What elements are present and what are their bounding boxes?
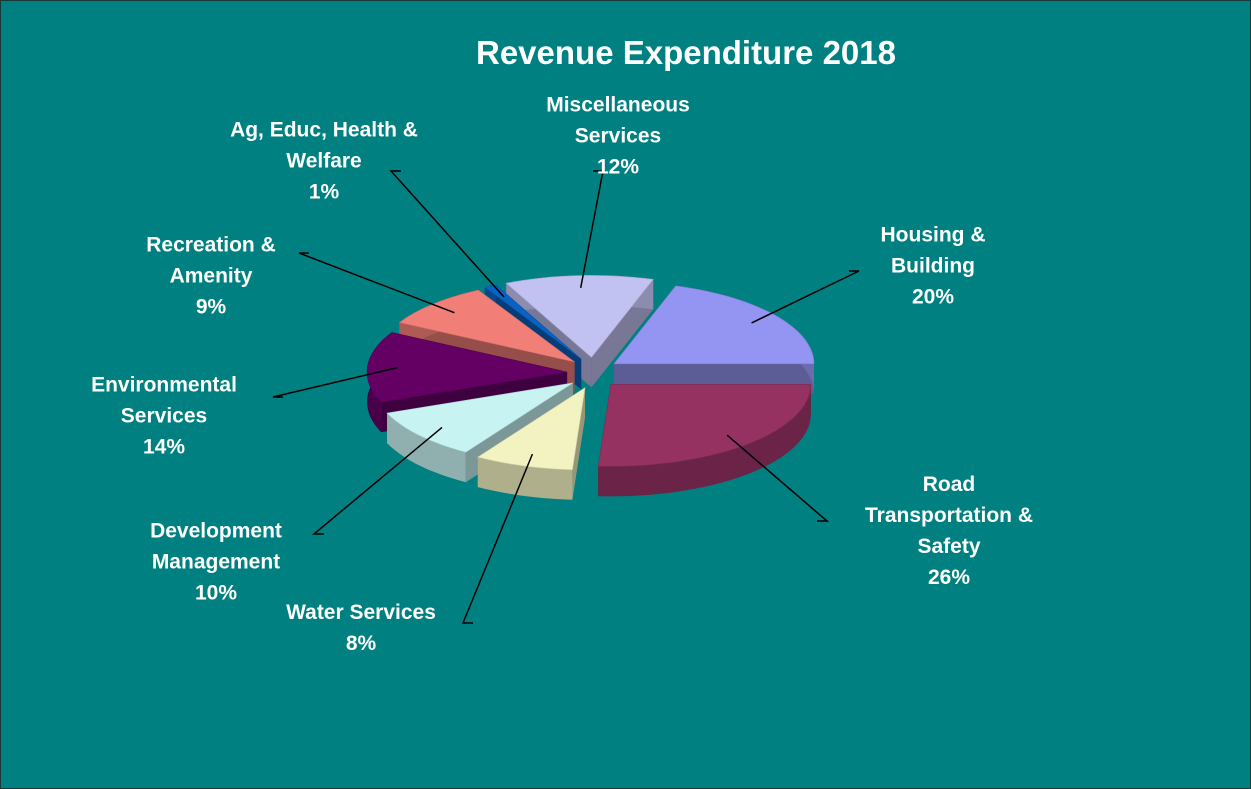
slice <box>613 285 815 365</box>
leader-line <box>311 426 443 535</box>
label-name: Ag, Educ, Health & Welfare <box>230 118 418 173</box>
slice <box>505 275 654 358</box>
label-value: 14% <box>142 435 186 459</box>
label-name: Housing & Building <box>880 223 986 278</box>
label-name: Development Management <box>150 519 282 574</box>
slice <box>597 384 812 467</box>
label-name: Environmental Services <box>91 373 237 428</box>
slice-side <box>387 413 466 483</box>
slice <box>484 284 582 360</box>
label-value: 8% <box>345 632 377 655</box>
data-label: Recreation & Amenity 9% <box>111 230 311 323</box>
data-label: Miscellaneous Services 12% <box>518 90 718 183</box>
label-value: 9% <box>195 295 227 319</box>
label-value: 12% <box>596 155 640 179</box>
data-label: Housing & Building 20% <box>858 220 1008 313</box>
label-name: Recreation & Amenity <box>146 233 276 288</box>
label-name: Water Services <box>286 601 436 624</box>
data-label: Road Transportation & Safety 26% <box>849 469 1049 593</box>
data-label: Water Services 8% <box>261 597 461 659</box>
label-value: 26% <box>927 566 971 589</box>
leader-line <box>579 170 604 289</box>
label-name: Miscellaneous Services <box>546 93 690 148</box>
slice-side <box>598 384 811 497</box>
leader-line <box>751 270 860 324</box>
slice <box>366 332 568 403</box>
data-label: Environmental Services 14% <box>64 370 264 463</box>
leader-line <box>298 252 455 314</box>
chart-title: Revenue Expenditure 2018 <box>475 34 896 71</box>
data-label: Development Management 10% <box>116 516 316 609</box>
label-value: 1% <box>308 180 340 204</box>
data-label: Ag, Educ, Health & Welfare 1% <box>214 115 434 208</box>
leader-line <box>461 453 534 624</box>
leader-line <box>389 170 505 298</box>
leader-line <box>272 366 398 398</box>
label-value: 20% <box>911 285 955 309</box>
label-name: Road Transportation & Safety <box>864 473 1033 558</box>
slice-side <box>477 457 573 500</box>
slice <box>477 387 586 471</box>
label-value: 10% <box>194 581 238 605</box>
leader-line <box>726 434 830 522</box>
